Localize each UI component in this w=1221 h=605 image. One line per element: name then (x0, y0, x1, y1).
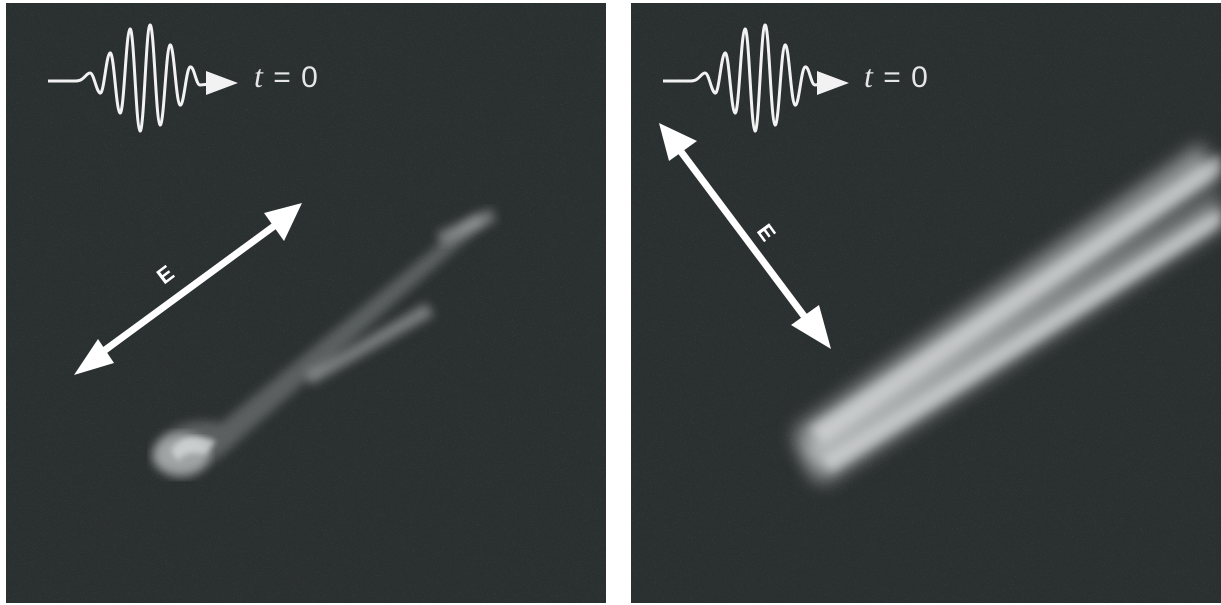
time-label: t = 0 (254, 58, 319, 95)
time-variable: t (254, 58, 264, 94)
polarization-arrow-icon (659, 123, 831, 349)
polarization-arrow-icon (74, 203, 302, 375)
time-label: t = 0 (864, 58, 929, 95)
laser-pulse-icon (48, 23, 238, 133)
laser-pulse-icon (663, 23, 849, 133)
emission-streak (153, 208, 496, 477)
time-value: = 0 (273, 61, 319, 94)
left-photo-svg: E (6, 3, 606, 603)
left-photo-panel: E t = 0 (6, 3, 606, 603)
right-photo-svg: E (631, 3, 1221, 603)
time-variable: t (864, 58, 874, 94)
right-photo-panel: E t = 0 (631, 3, 1221, 603)
time-value: = 0 (883, 61, 929, 94)
emission-streak (795, 143, 1221, 483)
